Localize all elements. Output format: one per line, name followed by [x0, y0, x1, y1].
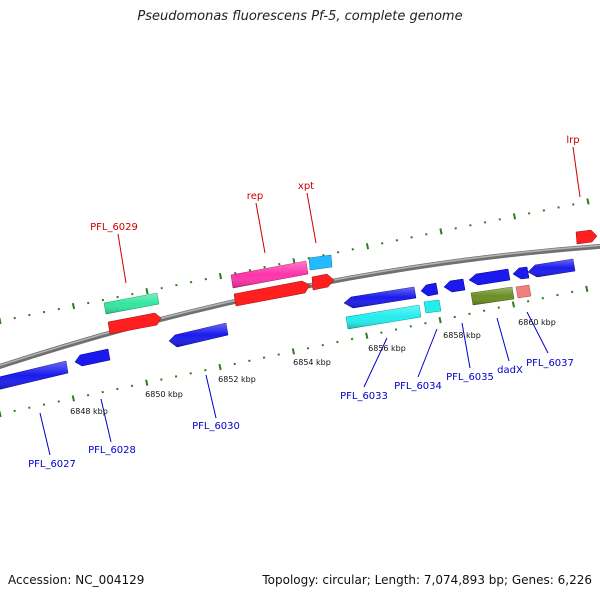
forward-tick-mark	[365, 243, 370, 250]
kbp-ruler-labels: 6848 kbp 6850 kbp 6852 kbp 6854 kbp 6856…	[70, 318, 556, 416]
forward-tick-mark	[439, 228, 443, 235]
forward-tick-mark	[586, 198, 590, 205]
forward-tick-mark	[71, 302, 76, 310]
reverse-tick-mark	[511, 301, 516, 308]
label-xpt: xpt	[298, 181, 314, 192]
gene-arrow[interactable]	[515, 284, 532, 299]
label-pfl-6035: PFL_6035	[446, 372, 494, 383]
leader-line-pfl-6034	[417, 328, 438, 378]
leader-line-lrp	[572, 146, 581, 198]
gene-pfl-6028[interactable]	[74, 348, 111, 367]
kbp-label: 6854 kbp	[293, 358, 331, 367]
label-pfl-6029: PFL_6029	[90, 222, 138, 233]
leader-line-pfl-6037	[526, 311, 549, 354]
kbp-label: 6848 kbp	[70, 407, 108, 416]
gene-pfl-6035[interactable]	[468, 268, 511, 286]
label-lrp: lrp	[566, 135, 579, 146]
kbp-label: 6856 kbp	[368, 344, 406, 353]
forward-leader-lines	[117, 146, 581, 284]
gene-arrow[interactable]	[420, 282, 439, 297]
forward-tick-mark	[512, 213, 517, 220]
label-dadx: dadX	[497, 365, 523, 376]
label-rep: rep	[247, 191, 263, 202]
map-title: Pseudomonas fluorescens Pf-5, complete g…	[137, 9, 463, 24]
gene-reverse-blue-3[interactable]	[443, 278, 466, 293]
reverse-tick-mark	[291, 348, 296, 355]
gene-arrow[interactable]	[107, 312, 162, 335]
leader-line-pfl-6027	[39, 412, 51, 456]
gene-lrp[interactable]	[575, 229, 598, 245]
gene-arrow[interactable]	[308, 254, 333, 271]
leader-line-dadx	[496, 317, 510, 362]
gene-arrow[interactable]	[74, 348, 111, 367]
gene-labels: PFL_6029 rep xpt lrp PFL_6027 PFL_6028 P…	[28, 135, 580, 470]
reverse-tick-mark	[71, 395, 75, 402]
forward-tick-mark	[145, 287, 149, 295]
kbp-label: 6860 kbp	[518, 318, 556, 327]
gene-arrow[interactable]	[443, 278, 466, 293]
gene-reverse-pink[interactable]	[515, 284, 532, 299]
label-pfl-6028: PFL_6028	[88, 445, 136, 456]
reverse-strand-ticks	[0, 285, 589, 418]
kbp-label: 6850 kbp	[145, 390, 183, 399]
gene-forward-red-2[interactable]	[233, 280, 311, 307]
accession-text: Accession: NC_004129	[8, 573, 145, 587]
leader-line-xpt	[306, 192, 317, 244]
gene-pfl-6034[interactable]	[423, 299, 442, 314]
gene-arrow[interactable]	[311, 273, 335, 291]
reverse-leader-lines	[39, 311, 549, 456]
gene-shading	[0, 259, 575, 390]
forward-strand-ticks	[0, 198, 590, 325]
label-pfl-6030: PFL_6030	[192, 421, 240, 432]
reverse-tick-mark	[585, 285, 589, 292]
leader-line-pfl-6028	[100, 398, 112, 443]
gene-reverse-blue-2[interactable]	[420, 282, 439, 297]
gene-arrow[interactable]	[423, 299, 442, 314]
reverse-tick-mark	[438, 316, 442, 324]
label-pfl-6027: PFL_6027	[28, 459, 76, 470]
reverse-tick-mark	[145, 379, 149, 386]
gene-arrow[interactable]	[512, 266, 530, 280]
reverse-tick-mark	[218, 363, 222, 371]
gene-forward-red-3[interactable]	[311, 273, 335, 291]
leader-line-pfl-6033	[363, 337, 388, 388]
gene-arrow[interactable]	[233, 280, 311, 307]
label-pfl-6037: PFL_6037	[526, 358, 574, 369]
kbp-label: 6858 kbp	[443, 331, 481, 340]
kbp-label: 6852 kbp	[218, 375, 256, 384]
leader-line-pfl-6035	[461, 322, 471, 369]
reverse-tick-mark	[0, 410, 2, 418]
genome-summary-text: Topology: circular; Length: 7,074,893 bp…	[262, 573, 592, 587]
gene-xpt[interactable]	[308, 254, 333, 271]
gene-arrow[interactable]	[468, 268, 511, 286]
forward-tick-mark	[0, 317, 2, 325]
leader-line-rep	[255, 202, 266, 254]
forward-tick-mark	[218, 273, 223, 280]
gene-forward-red-1[interactable]	[107, 312, 162, 335]
gene-reverse-blue-4[interactable]	[512, 266, 530, 280]
leader-line-pfl-6030	[205, 374, 217, 419]
reverse-tick-mark	[365, 332, 369, 339]
gene-arrow[interactable]	[575, 229, 598, 245]
label-pfl-6034: PFL_6034	[394, 381, 442, 392]
label-pfl-6033: PFL_6033	[340, 391, 388, 402]
leader-line-pfl-6029	[117, 233, 127, 284]
